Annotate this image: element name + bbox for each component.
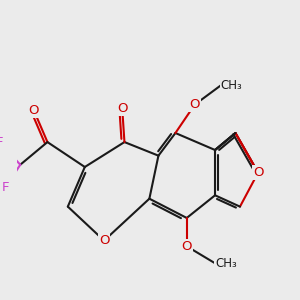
Text: O: O [99, 234, 109, 247]
Text: O: O [253, 166, 263, 179]
Text: F: F [0, 136, 4, 148]
Text: F: F [2, 181, 9, 194]
Text: O: O [28, 104, 39, 117]
Text: O: O [189, 98, 200, 111]
Text: CH₃: CH₃ [221, 79, 242, 92]
Text: CH₃: CH₃ [215, 257, 237, 270]
Text: O: O [182, 240, 192, 253]
Text: O: O [117, 102, 128, 115]
